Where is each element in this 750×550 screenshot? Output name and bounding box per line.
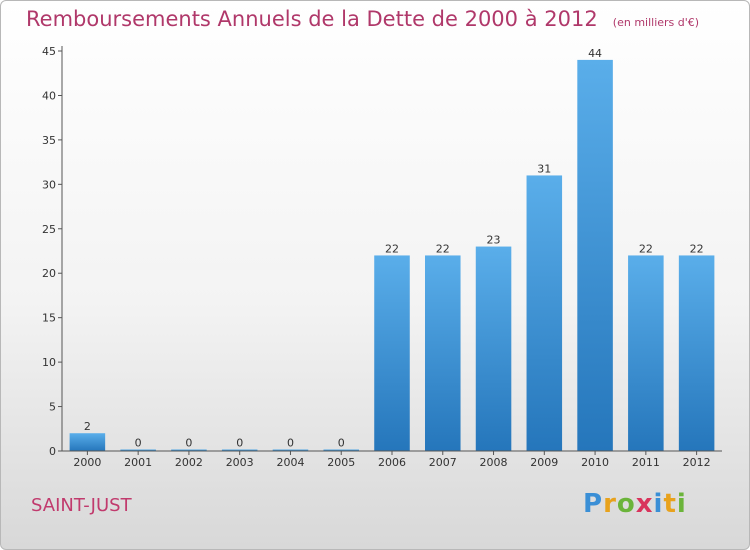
bar [628,255,664,451]
chart-title: Remboursements Annuels de la Dette de 20… [26,7,699,31]
logo-letter: t [663,489,677,519]
city-name: SAINT-JUST [31,495,132,516]
bar-value-label: 31 [537,162,551,175]
x-tick-label: 2012 [683,456,711,469]
bar-value-label: 23 [487,234,501,247]
bar-value-label: 2 [84,420,91,433]
y-tick-label: 45 [42,45,56,58]
chart-title-main: Remboursements Annuels de la Dette de 20… [26,7,598,31]
y-tick-label: 35 [42,134,56,147]
x-tick-label: 2004 [276,456,304,469]
y-tick-label: 40 [42,89,56,102]
x-axis: 2000 2001 2002 2003 2004 2005 2006 2007 2008 2009… [62,450,722,469]
bar-value-label: 0 [185,437,192,450]
y-tick-label: 15 [42,312,56,325]
x-tick-label: 2000 [73,456,101,469]
x-tick-label: 2002 [175,456,203,469]
y-tick-label: 20 [42,267,56,280]
proxiti-logo[interactable]: Proxiti [583,489,687,519]
logo-letter: i [653,489,664,519]
y-tick-label: 25 [42,223,56,236]
y-tick-label: 0 [49,445,56,458]
x-tick-label: 2007 [429,456,457,469]
bar [272,449,309,451]
chart-unit-label: (en milliers d'€) [612,16,700,29]
bar-value-label: 44 [588,47,602,60]
x-tick-label: 2005 [327,456,355,469]
bar [374,255,410,451]
bar-value-label: 0 [135,437,142,450]
bar [425,255,461,451]
bar-value-label: 22 [690,242,704,255]
x-tick-label: 2008 [480,456,508,469]
x-tick-label: 2006 [378,456,406,469]
bar [526,175,563,451]
logo-letter: i [676,489,687,519]
bars: 2 0 0 0 0 0 22 22 23 31 44 22 22 [69,47,715,452]
x-tick-label: 2010 [581,456,609,469]
y-tick-label: 5 [49,401,56,414]
bar-value-label: 22 [639,242,653,255]
bar [120,449,156,451]
bar [678,255,715,451]
y-tick-label: 30 [42,178,56,191]
bar-value-label: 0 [338,437,345,450]
bar [577,59,613,452]
bar [221,449,258,451]
y-tick-label: 10 [42,356,56,369]
x-tick-label: 2001 [124,456,152,469]
x-tick-label: 2009 [530,456,558,469]
bar [171,449,207,451]
logo-letter: r [603,489,617,519]
bar [475,246,512,451]
y-axis: 0 5 10 15 20 25 30 35 40 45 [42,45,63,458]
bar [323,449,359,451]
x-tick-label: 2011 [632,456,660,469]
logo-letter: x [635,489,654,519]
logo-letter: P [583,489,604,519]
bar-value-label: 22 [436,242,450,255]
bar-value-label: 22 [385,242,399,255]
x-tick-label: 2003 [226,456,254,469]
bar [69,433,106,451]
logo-letter: o [616,489,636,519]
bar-value-label: 0 [287,437,294,450]
bar-value-label: 0 [236,437,243,450]
